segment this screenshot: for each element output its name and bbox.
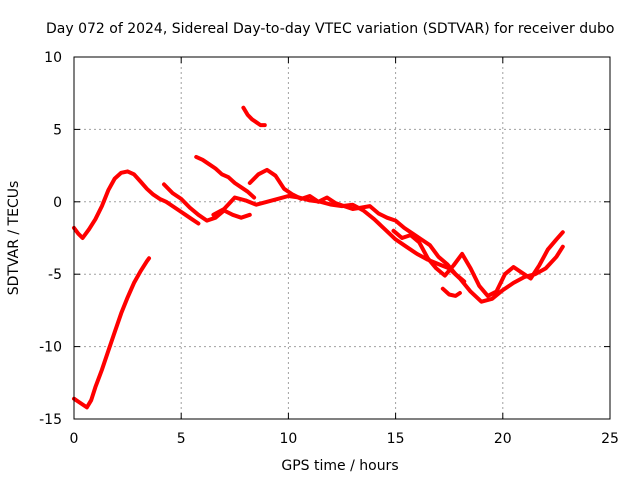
- series-layer: [72, 105, 565, 410]
- series-line-track-1: [72, 256, 151, 410]
- plot-frame: [73, 56, 611, 420]
- x-tick-label: 10: [279, 431, 297, 447]
- y-tick-label: 10: [44, 50, 62, 66]
- series-line-track-4: [241, 105, 267, 128]
- y-tick-label: 5: [53, 122, 62, 138]
- series-line-track-5: [194, 154, 257, 200]
- chart-title: Day 072 of 2024, Sidereal Day-to-day VTE…: [46, 21, 614, 37]
- y-tick-label: -10: [39, 340, 62, 356]
- axis-ticks: 0 5 10 15 20 25 10 5 0 -5 -10 -15: [39, 50, 619, 447]
- y-axis-label: SDTVAR / TECUs: [6, 181, 22, 296]
- y-tick-label: -15: [39, 412, 62, 428]
- x-tick-label: 5: [177, 431, 186, 447]
- x-tick-label: 25: [601, 431, 619, 447]
- x-tick-label: 20: [494, 431, 512, 447]
- y-tick-label: 0: [53, 195, 62, 211]
- x-axis-label: GPS time / hours: [281, 458, 398, 474]
- series-line-track-3: [162, 182, 252, 223]
- series-line-track-2: [72, 169, 201, 240]
- series-line-track-8: [391, 228, 565, 298]
- series-line-track-7: [211, 194, 565, 304]
- series-line-track-9: [440, 286, 462, 298]
- x-tick-label: 15: [387, 431, 405, 447]
- grid: [74, 57, 610, 419]
- y-tick-label: -5: [48, 267, 62, 283]
- x-tick-label: 0: [70, 431, 79, 447]
